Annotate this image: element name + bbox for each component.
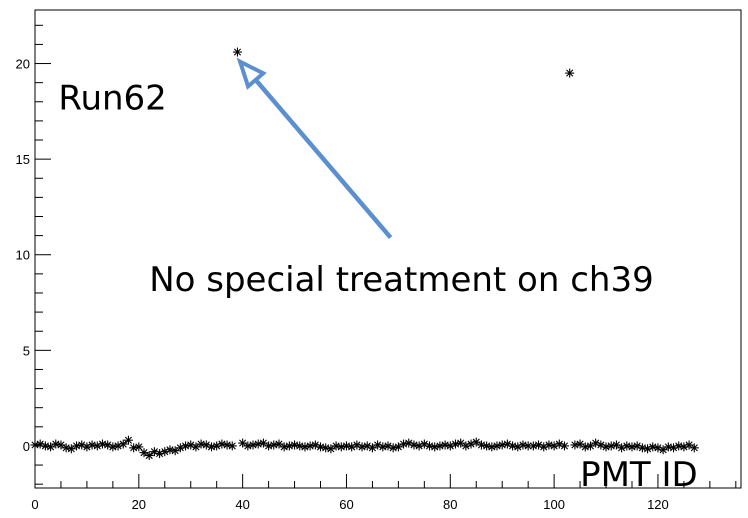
- data-point: [611, 440, 621, 450]
- data-point: [560, 441, 569, 451]
- data-point: [430, 442, 440, 452]
- annotation-text: No special treatment on ch39: [149, 260, 654, 300]
- annotation-text: Run62: [58, 78, 166, 118]
- data-point: [622, 441, 632, 451]
- data-point: [56, 440, 66, 450]
- x-tick-label: 0: [31, 497, 38, 512]
- data-point: [232, 47, 242, 57]
- y-tick-label: 20: [16, 57, 30, 72]
- arrow-head: [236, 57, 267, 90]
- annotation-arrow: [236, 57, 393, 239]
- plot-frame: [34, 9, 742, 489]
- data-point: [492, 441, 502, 451]
- data-point: [227, 441, 237, 451]
- arrow-shaft: [253, 78, 393, 239]
- y-tick-label: 0: [23, 439, 30, 454]
- data-point: [575, 439, 585, 449]
- axis-ticks: [34, 24, 737, 488]
- data-point: [123, 435, 133, 445]
- data-point: [144, 450, 154, 460]
- data-point: [134, 442, 144, 452]
- data-markers: [30, 47, 699, 460]
- data-point: [663, 442, 673, 452]
- data-point: [627, 442, 637, 452]
- data-point: [689, 443, 699, 453]
- annotations: Run62 No special treatment on ch39 PMT ID: [58, 78, 697, 495]
- data-point: [565, 68, 575, 78]
- data-point: [217, 439, 227, 449]
- y-tick-label: 15: [16, 152, 30, 167]
- x-tick-label: 20: [132, 497, 146, 512]
- y-tick-label: 5: [23, 343, 30, 358]
- x-tick-label: 100: [543, 497, 565, 512]
- x-tick-label: 40: [235, 497, 249, 512]
- data-point: [51, 439, 61, 449]
- x-tick-label: 80: [443, 497, 457, 512]
- data-point: [170, 446, 180, 456]
- data-point: [523, 441, 533, 451]
- x-tick-label: 60: [339, 497, 353, 512]
- y-tick-label: 10: [16, 248, 30, 263]
- x-tick-label: 120: [647, 497, 669, 512]
- axis-tick-labels: 0 20 40 60 80 100 120 0 5 10 15 20: [16, 57, 669, 512]
- data-point: [258, 438, 268, 448]
- annotation-text: PMT ID: [580, 455, 698, 495]
- data-point: [118, 439, 128, 449]
